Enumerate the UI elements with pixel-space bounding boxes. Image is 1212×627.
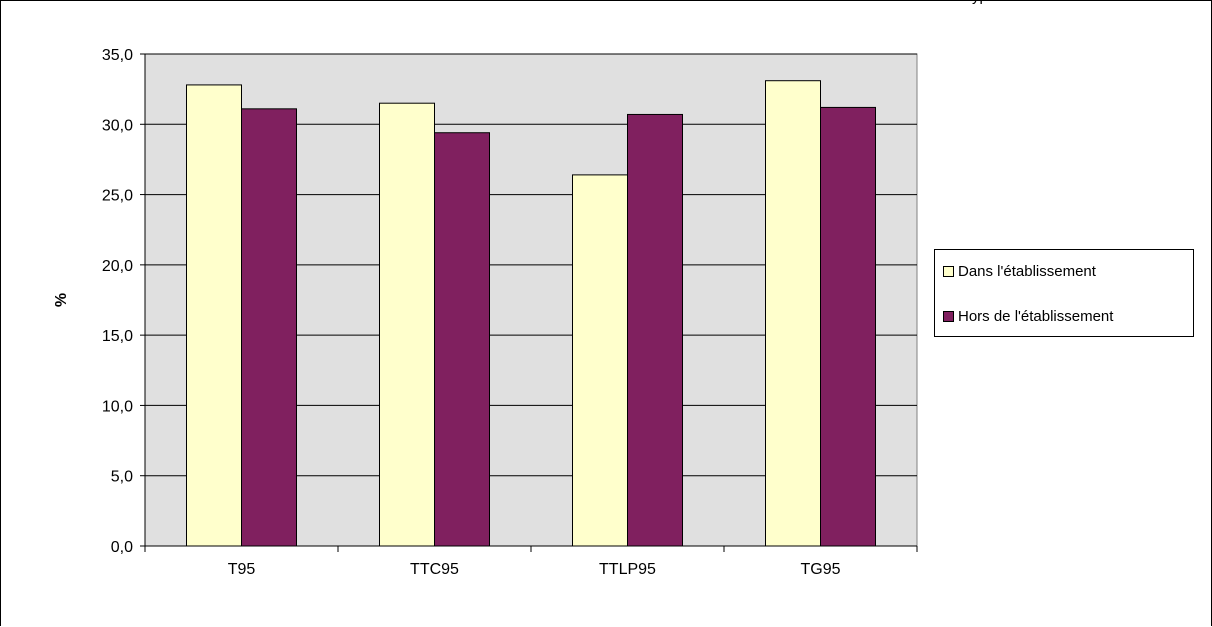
bar-tg95-series-2 [820, 106, 876, 547]
legend-label-dans: Dans l'établissement [958, 263, 1096, 280]
y-tick-label: 25,0 [102, 188, 133, 205]
bar-ttlp95-series-1 [572, 174, 628, 547]
legend-item-dans: Dans l'établissement [943, 263, 1096, 280]
y-tick-label: 0,0 [111, 539, 133, 556]
y-tick-label: 20,0 [102, 258, 133, 275]
y-tick-label: 15,0 [102, 328, 133, 345]
y-axis-title: % [53, 293, 70, 307]
y-tick-label: 35,0 [102, 47, 133, 64]
bars [186, 80, 876, 547]
bar-t95-series-2 [241, 108, 297, 547]
x-tick-labels: T95 TTC95 TTLP95 TG95 [228, 561, 841, 578]
legend-item-hors: Hors de l'établissement [943, 308, 1113, 325]
chart-title-fragment: yp [972, 0, 988, 5]
x-tick-label: TG95 [800, 561, 840, 578]
bar-tg95-series-1 [765, 80, 821, 547]
bar-ttlp95-series-2 [627, 113, 683, 547]
y-tick-label: 30,0 [102, 117, 133, 134]
legend-label-hors: Hors de l'établissement [958, 308, 1114, 325]
bar-ttc95-series-1 [379, 102, 435, 547]
x-tick-label: TTLP95 [599, 561, 656, 578]
y-tick-labels: 0,0 5,0 10,0 15,0 20,0 25,0 30,0 35,0 [102, 47, 133, 556]
legend-swatch-hors [943, 311, 954, 322]
legend: Dans l'établissement Hors de l'établisse… [934, 249, 1194, 337]
legend-swatch-dans [943, 266, 954, 277]
bar-ttc95-series-2 [434, 132, 490, 547]
bar-t95-series-1 [186, 84, 242, 547]
x-tick-label: TTC95 [410, 561, 459, 578]
y-tick-label: 10,0 [102, 398, 133, 415]
axes [140, 53, 918, 552]
x-tick-label: T95 [228, 561, 256, 578]
y-tick-label: 5,0 [111, 469, 133, 486]
